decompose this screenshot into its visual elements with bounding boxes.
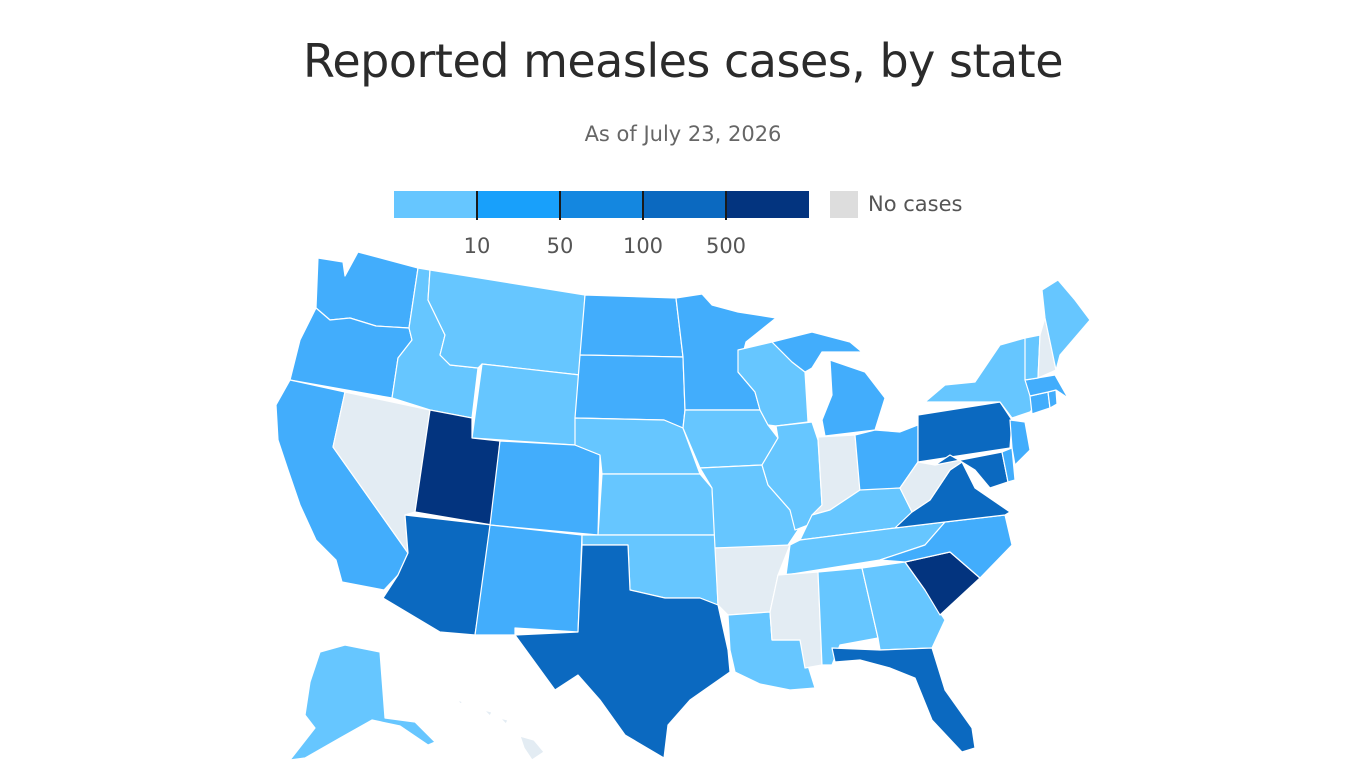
state-ks[interactable] xyxy=(597,473,716,536)
state-ak[interactable] xyxy=(289,644,436,761)
legend-tick-label-10: 10 xyxy=(463,234,491,258)
state-nm[interactable] xyxy=(474,524,583,636)
state-ri[interactable] xyxy=(1047,389,1058,409)
state-wa[interactable] xyxy=(315,251,419,329)
state-mt[interactable] xyxy=(427,269,586,376)
state-co[interactable] xyxy=(489,440,601,536)
state-nd[interactable] xyxy=(579,294,684,358)
legend-tick-2 xyxy=(559,191,561,220)
legend-tick-label-100: 100 xyxy=(622,234,664,258)
state-il[interactable] xyxy=(761,421,823,531)
chart-title: Reported measles cases, by state xyxy=(302,34,1064,88)
legend-bin-2 xyxy=(476,191,560,218)
state-sd[interactable] xyxy=(574,354,686,429)
no-cases-label: No cases xyxy=(868,192,963,216)
state-ma[interactable] xyxy=(1024,374,1069,399)
state-wy[interactable] xyxy=(471,363,581,446)
legend-bin-4 xyxy=(643,191,726,218)
chart-subtitle: As of July 23, 2026 xyxy=(584,122,782,146)
state-ia[interactable] xyxy=(682,409,779,469)
state-fl[interactable] xyxy=(831,647,976,753)
legend-tick-3 xyxy=(642,191,644,220)
state-nj[interactable] xyxy=(1009,419,1031,466)
legend-tick-label-500: 500 xyxy=(705,234,747,258)
color-legend: 10 50 100 500 No cases xyxy=(394,191,994,261)
state-de[interactable] xyxy=(1001,447,1016,483)
legend-tick-4 xyxy=(725,191,727,220)
legend-tick-1 xyxy=(476,191,478,220)
legend-bin-3 xyxy=(560,191,643,218)
legend-bin-1 xyxy=(394,191,476,218)
legend-bin-5 xyxy=(726,191,809,218)
state-hi[interactable] xyxy=(457,699,545,761)
state-tx[interactable] xyxy=(514,544,731,759)
state-me[interactable] xyxy=(1041,279,1091,371)
state-mi[interactable] xyxy=(771,331,886,437)
no-cases-swatch xyxy=(830,191,858,218)
legend-tick-label-50: 50 xyxy=(546,234,574,258)
